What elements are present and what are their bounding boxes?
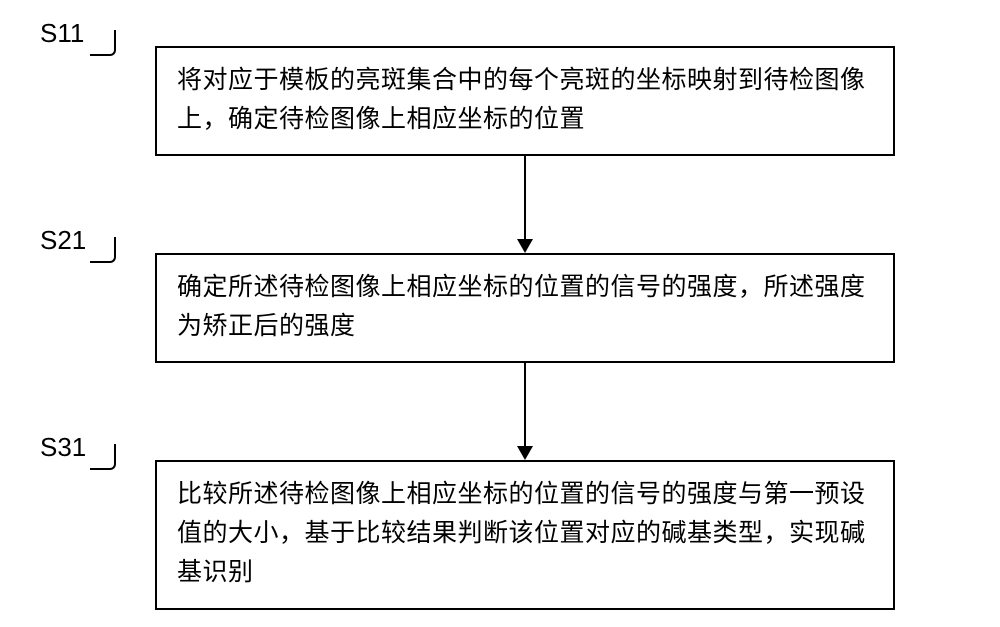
label-tail-s11 [90, 30, 116, 56]
step-box-s11: 将对应于模板的亮斑集合中的每个亮斑的坐标映射到待检图像上，确定待检图像上相应坐标… [155, 46, 895, 156]
step-box-s21: 确定所述待检图像上相应坐标的位置的信号的强度，所述强度为矫正后的强度 [155, 253, 895, 363]
arrow-line-2 [524, 363, 526, 446]
label-tail-s31 [90, 444, 116, 470]
label-tail-s21 [90, 237, 116, 263]
arrow-head-1 [517, 239, 533, 253]
flowchart-canvas: S11 将对应于模板的亮斑集合中的每个亮斑的坐标映射到待检图像上，确定待检图像上… [0, 0, 1000, 627]
arrow-head-2 [517, 446, 533, 460]
step-label-s11: S11 [40, 18, 84, 49]
step-box-s31: 比较所述待检图像上相应坐标的位置的信号的强度与第一预设值的大小，基于比较结果判断… [155, 460, 895, 610]
arrow-line-1 [524, 156, 526, 239]
step-label-s31: S31 [40, 432, 86, 463]
step-label-s21: S21 [40, 225, 86, 256]
